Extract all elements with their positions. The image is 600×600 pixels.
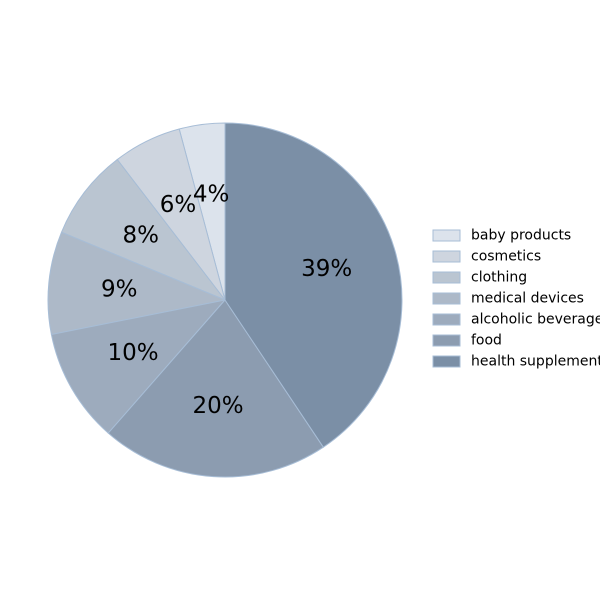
legend-swatch-baby-products <box>432 229 461 242</box>
pie-slice-clothing <box>60 159 226 301</box>
legend-swatch-health-supplements <box>432 355 461 368</box>
legend-swatch-cosmetics <box>432 250 461 263</box>
pie-label-alcoholic-beverages: 10% <box>107 340 158 366</box>
pie-slice-alcoholic-beverages <box>50 299 226 434</box>
legend-swatch-food <box>432 334 461 347</box>
pie-slices <box>47 122 403 478</box>
pie-label-baby-products: 4% <box>193 182 230 208</box>
legend-swatch-clothing <box>432 271 461 284</box>
pie-slice-health-supplements <box>224 122 403 448</box>
legend-swatch-alcoholic-beverages <box>432 313 461 326</box>
pie-percent-labels: 4%6%8% 9% 10% 20% 39% <box>101 182 352 419</box>
legend-swatch-medical-devices <box>432 292 461 305</box>
legend-label-food: food <box>471 333 502 349</box>
legend-label-cosmetics: cosmetics <box>471 249 541 265</box>
pie-label-medical-devices: 9% <box>101 277 138 303</box>
legend-label-alcoholic-beverages: alcoholic beverage <box>471 312 600 328</box>
legend-label-baby-products: baby products <box>471 228 571 244</box>
pie-label-clothing: 8% <box>122 222 159 248</box>
legend: baby products cosmetics clothing medical de… <box>432 228 600 370</box>
legend-label-medical-devices: medical devices <box>471 291 584 307</box>
pie-label-health-supplements: 39% <box>301 256 352 282</box>
legend-label-health-supplements: health supplement <box>471 354 600 370</box>
pie-label-cosmetics: 6% <box>160 192 197 218</box>
pie-label-food: 20% <box>192 393 243 419</box>
legend-label-clothing: clothing <box>471 270 527 286</box>
pie-slice-food <box>107 299 324 478</box>
pie-slice-medical-devices <box>47 231 226 336</box>
